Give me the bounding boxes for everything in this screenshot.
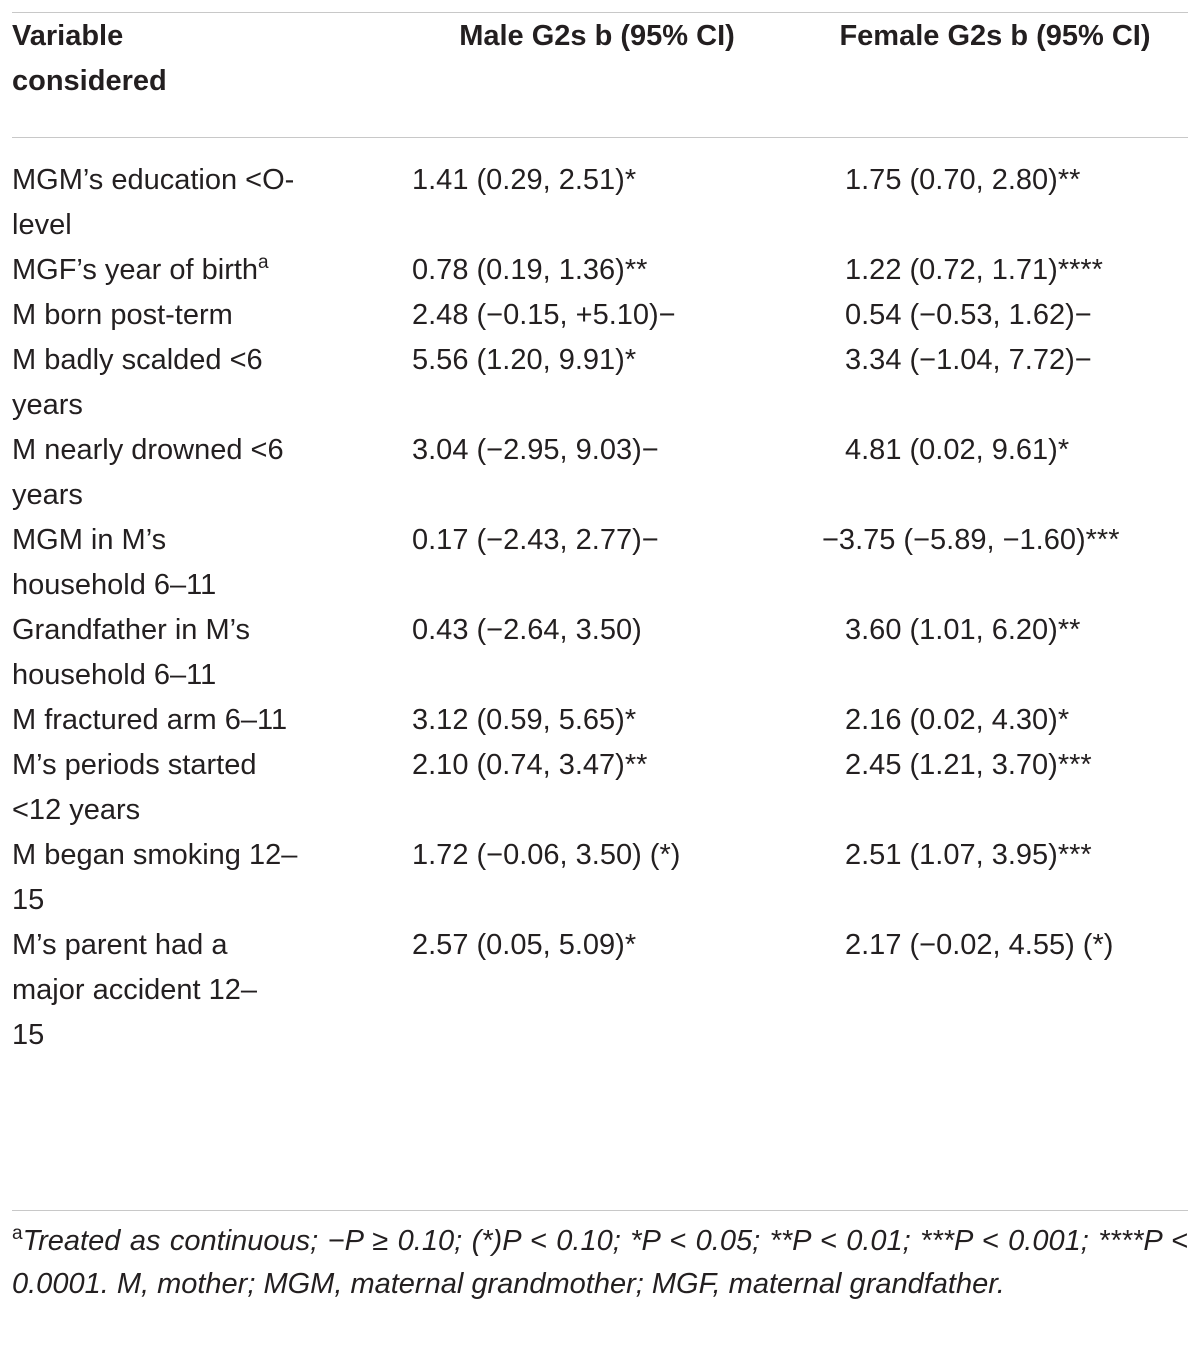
header-variable: Variable considered bbox=[12, 20, 167, 97]
header-rule bbox=[12, 137, 1188, 138]
cell-male: 3.04 (−2.95, 9.03)− bbox=[412, 434, 659, 466]
cell-variable: M began smoking 12–15 bbox=[12, 839, 298, 916]
top-rule bbox=[12, 12, 1188, 13]
header-female: Female G2s b (95% CI) bbox=[839, 20, 1151, 52]
cell-male: 2.10 (0.74, 3.47)** bbox=[412, 749, 648, 781]
cell-female: 3.60 (1.01, 6.20)** bbox=[845, 614, 1081, 646]
cell-variable: Grandfather in M’s household 6–11 bbox=[12, 614, 251, 691]
footnote-marker: a bbox=[12, 1223, 23, 1244]
cell-variable: MGM’s education <O-level bbox=[12, 164, 295, 241]
cell-female: 1.75 (0.70, 2.80)** bbox=[845, 164, 1081, 196]
cell-male: 1.72 (−0.06, 3.50) (*) bbox=[412, 839, 681, 871]
table-row: M’s periods started <12 years 2.10 (0.74… bbox=[12, 743, 1188, 833]
cell-female: 3.34 (−1.04, 7.72)− bbox=[845, 344, 1092, 376]
bottom-rule bbox=[12, 1210, 1188, 1211]
table-row: MGM’s education <O-level 1.41 (0.29, 2.5… bbox=[12, 137, 1188, 248]
cell-female: 2.45 (1.21, 3.70)*** bbox=[845, 749, 1092, 781]
cell-variable: M’s parent had a major accident 12–15 bbox=[12, 929, 258, 1051]
table-row: M began smoking 12–15 1.72 (−0.06, 3.50)… bbox=[12, 833, 1188, 923]
cell-variable: M badly scalded <6 years bbox=[12, 344, 263, 421]
table-row: M fractured arm 6–11 3.12 (0.59, 5.65)* … bbox=[12, 698, 1188, 743]
cell-male: 2.48 (−0.15, +5.10)− bbox=[412, 299, 676, 331]
cell-female: 0.54 (−0.53, 1.62)− bbox=[845, 299, 1092, 331]
cell-female: 1.22 (0.72, 1.71)**** bbox=[845, 254, 1103, 286]
table-body: MGM’s education <O-level 1.41 (0.29, 2.5… bbox=[12, 137, 1188, 1058]
cell-male: 1.41 (0.29, 2.51)* bbox=[412, 164, 637, 196]
cell-female: 4.81 (0.02, 9.61)* bbox=[845, 434, 1070, 466]
cell-male: 5.56 (1.20, 9.91)* bbox=[412, 344, 637, 376]
cell-male: 0.78 (0.19, 1.36)** bbox=[412, 254, 648, 286]
table-row: MGF’s year of birtha 0.78 (0.19, 1.36)**… bbox=[12, 248, 1188, 293]
table-row: M born post-term 2.48 (−0.15, +5.10)− 0.… bbox=[12, 293, 1188, 338]
cell-male: 0.17 (−2.43, 2.77)− bbox=[412, 524, 659, 556]
cell-variable: M born post-term bbox=[12, 299, 233, 331]
table-row: M nearly drowned <6 years 3.04 (−2.95, 9… bbox=[12, 428, 1188, 518]
cell-female: 2.17 (−0.02, 4.55) (*) bbox=[845, 929, 1114, 961]
cell-male: 0.43 (−2.64, 3.50) bbox=[412, 614, 642, 646]
table-row: Grandfather in M’s household 6–11 0.43 (… bbox=[12, 608, 1188, 698]
cell-variable: MGF’s year of birtha bbox=[12, 252, 269, 286]
cell-variable: MGM in M’s household 6–11 bbox=[12, 524, 217, 601]
header-male: Male G2s b (95% CI) bbox=[459, 20, 735, 52]
table-row: M’s parent had a major accident 12–15 2.… bbox=[12, 923, 1188, 1058]
footnote-marker: a bbox=[258, 252, 269, 273]
table-row: M badly scalded <6 years 5.56 (1.20, 9.9… bbox=[12, 338, 1188, 428]
cell-variable: M fractured arm 6–11 bbox=[12, 704, 288, 736]
footnote-text: Treated as continuous; −P ≥ 0.10; (*)P <… bbox=[12, 1225, 1188, 1300]
cell-female: 2.16 (0.02, 4.30)* bbox=[845, 704, 1070, 736]
cell-variable: M nearly drowned <6 years bbox=[12, 434, 284, 511]
cell-female: 2.51 (1.07, 3.95)*** bbox=[845, 839, 1092, 871]
cell-male: 2.57 (0.05, 5.09)* bbox=[412, 929, 637, 961]
cell-male: 3.12 (0.59, 5.65)* bbox=[412, 704, 637, 736]
table-row: MGM in M’s household 6–11 0.17 (−2.43, 2… bbox=[12, 518, 1188, 608]
results-table: Variable considered Male G2s b (95% CI) … bbox=[12, 14, 1188, 1058]
cell-variable: M’s periods started <12 years bbox=[12, 749, 257, 826]
header-row: Variable considered Male G2s b (95% CI) … bbox=[12, 14, 1188, 137]
table-footnote: aTreated as continuous; −P ≥ 0.10; (*)P … bbox=[12, 1220, 1188, 1306]
cell-female: −3.75 (−5.89, −1.60)*** bbox=[822, 524, 1120, 556]
